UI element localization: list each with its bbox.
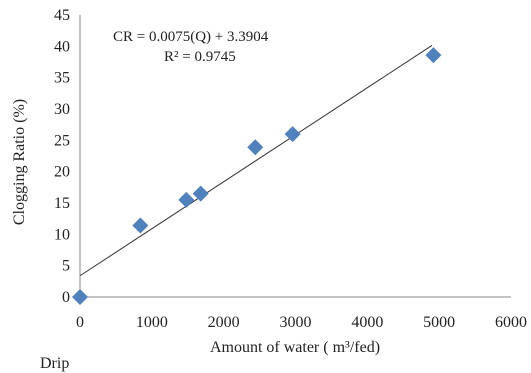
y-tick-label: 5 <box>62 258 70 275</box>
y-tick-label: 30 <box>54 101 70 118</box>
x-axis-title: Amount of water ( m³/fed) <box>210 339 380 356</box>
y-axis-title: Clogging Ratio (%) <box>11 99 28 225</box>
x-tick-labels: 0 1000 2000 3000 4000 5000 6000 <box>76 314 527 331</box>
x-tick-label: 5000 <box>423 314 455 331</box>
x-tick-label: 6000 <box>495 314 527 331</box>
y-tick-label: 35 <box>54 70 70 87</box>
trendline <box>79 45 433 277</box>
y-tick-label: 15 <box>54 195 70 212</box>
x-tick-label: 1000 <box>136 314 168 331</box>
y-tick-label: 20 <box>54 164 70 181</box>
chart-caption: Drip <box>40 355 69 372</box>
y-tick-label: 25 <box>54 132 70 149</box>
data-points <box>72 47 442 305</box>
y-tick-label: 40 <box>54 38 70 55</box>
x-tick-label: 2000 <box>208 314 240 331</box>
y-tick-labels: 0 5 10 15 20 25 30 35 40 45 <box>54 7 70 306</box>
data-point-marker <box>132 217 149 234</box>
y-tick-label: 45 <box>54 7 70 24</box>
data-point-marker <box>72 289 88 305</box>
regression-equation: CR = 0.0075(Q) + 3.3904 <box>113 29 269 45</box>
data-point-marker <box>247 139 264 156</box>
data-point-marker <box>284 126 301 143</box>
data-point-marker <box>178 191 195 208</box>
x-tick-label: 3000 <box>280 314 312 331</box>
data-point-marker <box>425 47 442 64</box>
data-point-marker <box>192 185 209 202</box>
y-tick-label: 0 <box>62 289 70 306</box>
x-tick-label: 0 <box>76 314 84 331</box>
y-tick-label: 10 <box>54 226 70 243</box>
r-squared-label: R² = 0.9745 <box>164 49 236 65</box>
x-tick-label: 4000 <box>351 314 383 331</box>
